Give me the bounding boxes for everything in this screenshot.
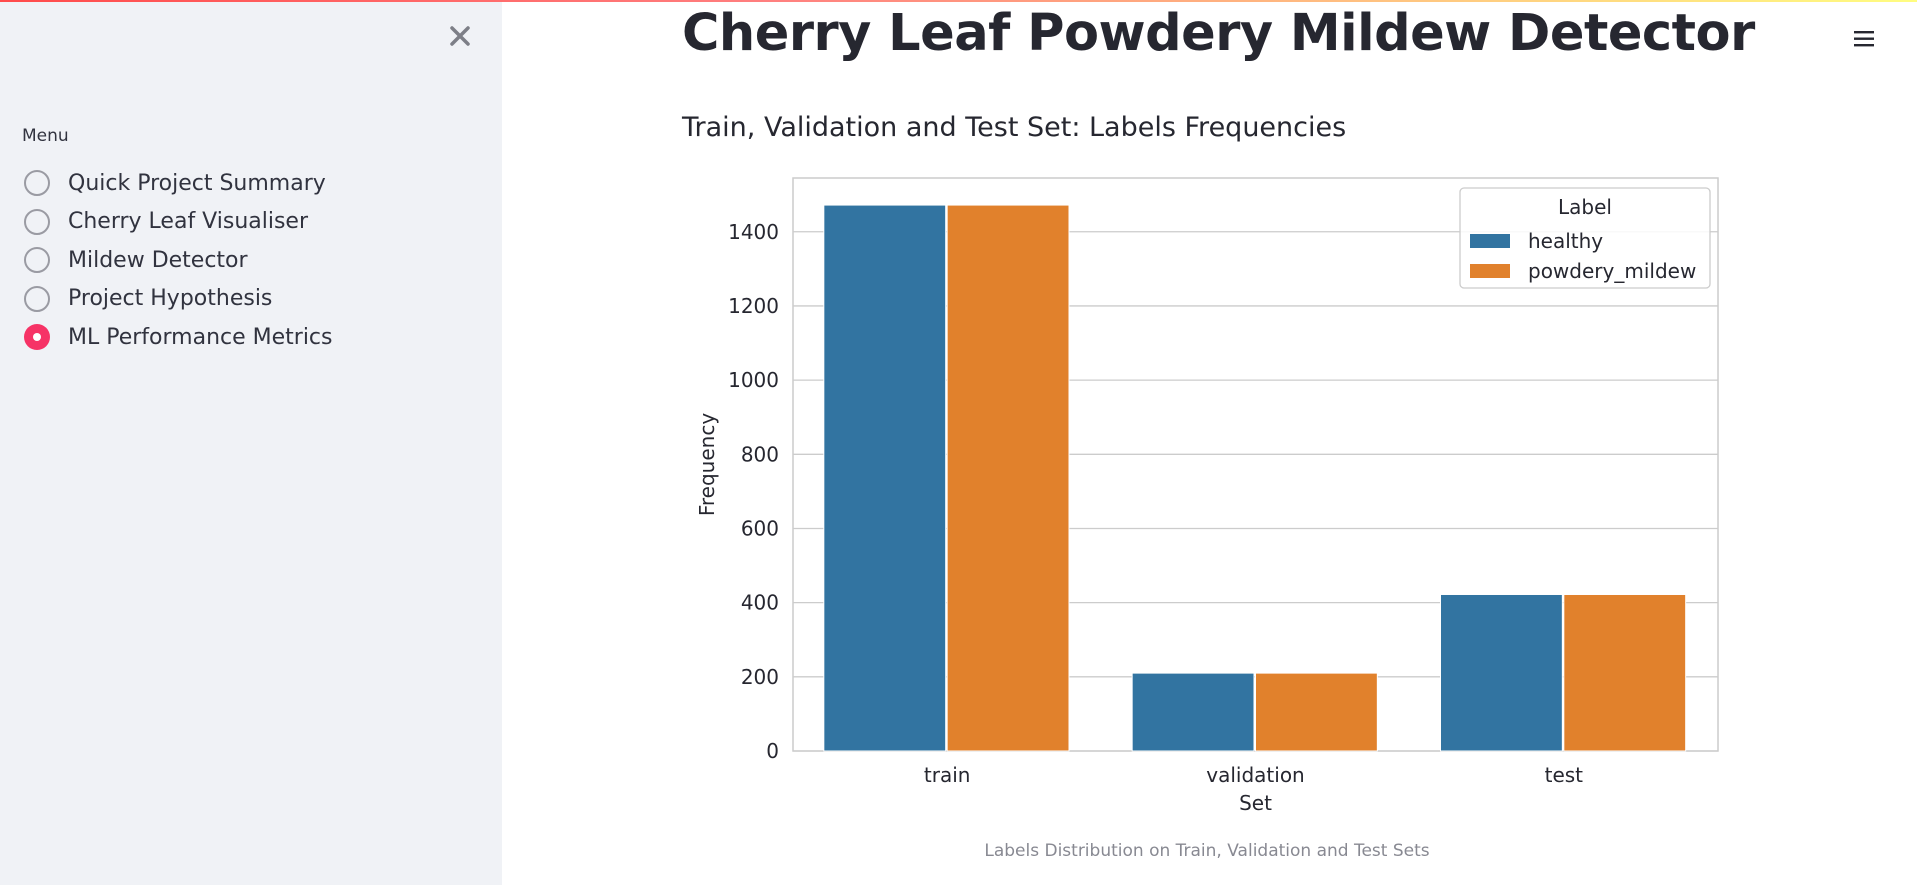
menu-label: Menu — [22, 126, 69, 146]
nav-item-mildew-detector[interactable]: Mildew Detector — [22, 241, 333, 280]
legend-title: Label — [1558, 195, 1612, 219]
nav-item-project-hypothesis[interactable]: Project Hypothesis — [22, 280, 333, 319]
bar-healthy-validation — [1131, 672, 1255, 752]
bar-healthy-test — [1440, 593, 1563, 752]
y-tick-label: 600 — [741, 516, 779, 540]
x-tick-label: test — [1545, 763, 1584, 787]
navigation-radio-group: Quick Project Summary Cherry Leaf Visual… — [22, 164, 333, 357]
nav-item-ml-performance-metrics[interactable]: ML Performance Metrics — [22, 318, 333, 357]
nav-item-label: Mildew Detector — [68, 247, 248, 273]
radio-button-unselected[interactable] — [24, 285, 50, 312]
y-tick-label: 200 — [741, 665, 779, 689]
y-tick-label: 1200 — [728, 294, 779, 318]
nav-item-label: Quick Project Summary — [68, 170, 326, 196]
nav-item-label: Project Hypothesis — [68, 286, 273, 312]
nav-item-label: ML Performance Metrics — [68, 324, 333, 350]
close-icon — [450, 26, 470, 46]
y-tick-label: 800 — [741, 442, 779, 466]
main-menu-button[interactable] — [1850, 24, 1880, 54]
nav-item-cherry-leaf-visualiser[interactable]: Cherry Leaf Visualiser — [22, 203, 333, 242]
bar-powdery_mildew-validation — [1255, 672, 1378, 752]
bar-healthy-train — [823, 204, 947, 752]
legend-label: powdery_mildew — [1528, 259, 1696, 283]
labels-frequency-chart: 0 200 400 600 800 1000 1200 1400 train validation… — [682, 170, 1732, 830]
bar-powdery_mildew-train — [946, 204, 1070, 752]
legend-box — [1459, 187, 1711, 289]
radio-selected-dot — [33, 333, 41, 342]
radio-button-unselected[interactable] — [24, 208, 50, 235]
section-heading: Train, Validation and Test Set: Labels F… — [682, 112, 1347, 143]
top-decoration-bar — [0, 0, 1917, 2]
y-tick-label: 1400 — [728, 220, 779, 244]
legend-label: healthy — [1528, 229, 1603, 253]
chart-svg: 0 200 400 600 800 1000 1200 1400 train validation… — [695, 177, 1719, 815]
nav-item-label: Cherry Leaf Visualiser — [68, 209, 309, 235]
x-tick-label: train — [924, 763, 971, 787]
legend-swatch-healthy — [1470, 234, 1510, 248]
nav-item-quick-project-summary[interactable]: Quick Project Summary — [22, 164, 333, 203]
hamburger-menu-icon — [1854, 31, 1874, 47]
y-axis-label: Frequency — [695, 413, 719, 516]
x-axis-label: Set — [1239, 791, 1272, 815]
radio-button-unselected[interactable] — [24, 247, 50, 274]
legend-swatch-powdery_mildew — [1470, 264, 1510, 278]
sidebar: Menu Quick Project Summary Cherry Leaf V… — [0, 0, 502, 885]
bar-powdery_mildew-test — [1563, 593, 1687, 752]
radio-button-selected[interactable] — [24, 324, 50, 351]
y-tick-label: 0 — [766, 739, 779, 763]
page-title: Cherry Leaf Powdery Mildew Detector — [682, 4, 1755, 63]
y-tick-label: 400 — [741, 591, 779, 615]
chart-caption: Labels Distribution on Train, Validation… — [984, 841, 1430, 861]
x-tick-label: validation — [1206, 763, 1304, 787]
radio-button-unselected[interactable] — [24, 170, 50, 197]
y-tick-label: 1000 — [728, 368, 779, 392]
close-sidebar-button[interactable] — [444, 20, 476, 52]
